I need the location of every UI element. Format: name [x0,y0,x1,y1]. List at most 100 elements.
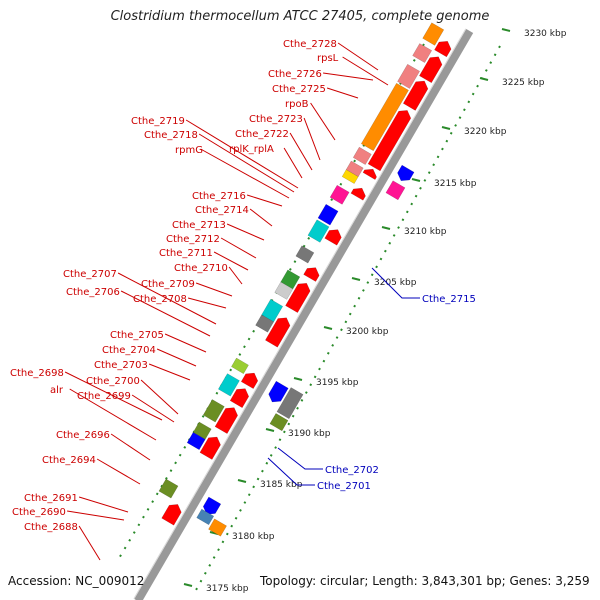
forward-gene-label: Cthe_2705 [110,330,164,341]
scale-tick-label: 3215 kbp [434,179,477,189]
forward-leader-line [226,223,265,241]
gene-feature-14 [317,203,339,226]
forward-leader-line [289,132,313,171]
scale-tick-mark [501,28,511,32]
scale-tick-label: 3180 kbp [232,532,275,542]
scale-tick-mark [237,479,247,483]
forward-gene-label: Cthe_2725 [272,84,326,95]
forward-gene-label: Cthe_2709 [141,279,195,290]
gene-feature-6 [360,82,409,152]
forward-gene-label: Cthe_2723 [249,114,303,125]
gene-feature-26 [240,372,259,390]
gene-feature-3 [419,56,443,84]
backbone-highlight [133,28,467,599]
forward-gene-label: Cthe_2719 [131,116,185,127]
gene-feature-32 [186,431,206,451]
forward-gene-label: Cthe_2698 [10,368,64,379]
forward-leader-line [187,297,227,309]
forward-gene-label: rpsL [317,53,339,64]
forward-gene-label: Cthe_2713 [172,220,226,231]
map-title: Clostridium thermocellum ATCC 27405, com… [110,9,490,24]
forward-gene-label: Cthe_2722 [235,129,289,140]
gene-labels: Cthe_2728 rpsL Cthe_2726 Cthe_2725 rpoB Cthe_… [10,39,476,533]
gene-feature-4 [397,63,420,89]
scale-tick-mark [293,377,303,381]
forward-leader-line [337,42,379,71]
reverse-gene-label: Cthe_2702 [325,465,379,476]
forward-gene-label: Cthe_2704 [102,345,156,356]
forward-gene-label: Cthe_2718 [144,130,198,141]
forward-gene-label: Cthe_2706 [66,287,120,298]
forward-leader-line [164,333,207,353]
scale-tick-mark [351,277,361,281]
scale-tick-mark [265,428,275,432]
gene-feature-23 [255,314,275,333]
gene-feature-43 [208,518,227,537]
forward-leader-line [195,282,233,297]
gene-feature-15 [307,219,330,243]
forward-leader-line [140,379,179,415]
forward-leader-line [200,148,290,199]
gene-feature-34 [158,478,179,499]
gene-feature-27 [217,373,240,397]
scale-tick-label: 3205 kbp [374,278,417,288]
gene-feature-38 [268,380,289,403]
gene-feature-35 [161,504,182,526]
gene-feature-8 [352,146,372,165]
scale-tick-mark [183,583,193,587]
scale-tick-label: 3225 kbp [502,78,545,88]
gene-feature-30 [214,407,238,434]
gene-feature-39 [276,387,304,420]
gene-feature-7 [367,110,412,172]
forward-leader-line [117,272,217,325]
forward-leader-line [156,348,197,367]
forward-leader-line [78,496,129,513]
scale-tick-label: 3195 kbp [316,378,359,388]
scale-tick-label: 3210 kbp [404,227,447,237]
forward-gene-label: Cthe_2700 [86,376,140,387]
gene-feature-9 [362,168,377,180]
scale-tick-label: 3200 kbp [346,327,389,337]
forward-leader-line [283,147,303,179]
genome-summary-text: Topology: circular; Length: 3,843,301 bp… [260,574,590,588]
gene-feature-0 [422,22,445,46]
backbone-bar [134,28,474,600]
scale-ticks: 3230 kbp 3225 kbp 3220 kbp 3215 kbp 3210 kbp… [117,28,567,594]
gene-feature-28 [229,388,250,409]
reverse-gene-label: Cthe_2701 [317,481,371,492]
gene-feature-25 [231,357,249,375]
forward-gene-label: Cthe_2710 [174,263,228,274]
gene-feature-29 [202,399,225,423]
forward-leader-line [148,363,191,381]
reverse-leader-line [267,457,315,486]
scale-tick-mark [381,226,391,230]
forward-leader-line [96,458,141,485]
gene-feature-12 [350,187,366,201]
forward-leader-line [310,102,336,141]
gene-feature-24 [265,317,291,348]
forward-leader-line [220,237,257,259]
forward-leader-line [326,87,359,99]
gene-feature-33 [199,436,221,460]
gene-feature-40 [269,413,289,432]
forward-gene-label: Cthe_2694 [42,455,96,466]
gene-feature-37 [385,180,406,201]
forward-gene-label: Cthe_2707 [63,269,117,280]
reverse-leader-line [371,267,420,299]
gene-feature-2 [412,43,433,63]
gene-features [158,22,452,537]
gene-feature-5 [402,80,429,111]
reverse-gene-label: Cthe_2715 [422,294,476,305]
forward-leader-line [110,433,151,461]
scale-tick-label: 3190 kbp [288,429,331,439]
forward-gene-label: alr [50,385,64,396]
forward-gene-label: Cthe_2696 [56,430,110,441]
gene-feature-13 [329,184,350,205]
forward-leader-line [120,290,211,337]
gene-feature-11 [341,169,359,184]
forward-leader-line [342,56,389,86]
forward-gene-label: rpoB [285,99,309,110]
reverse-leader-line [277,447,323,470]
forward-leader-line [213,251,249,271]
